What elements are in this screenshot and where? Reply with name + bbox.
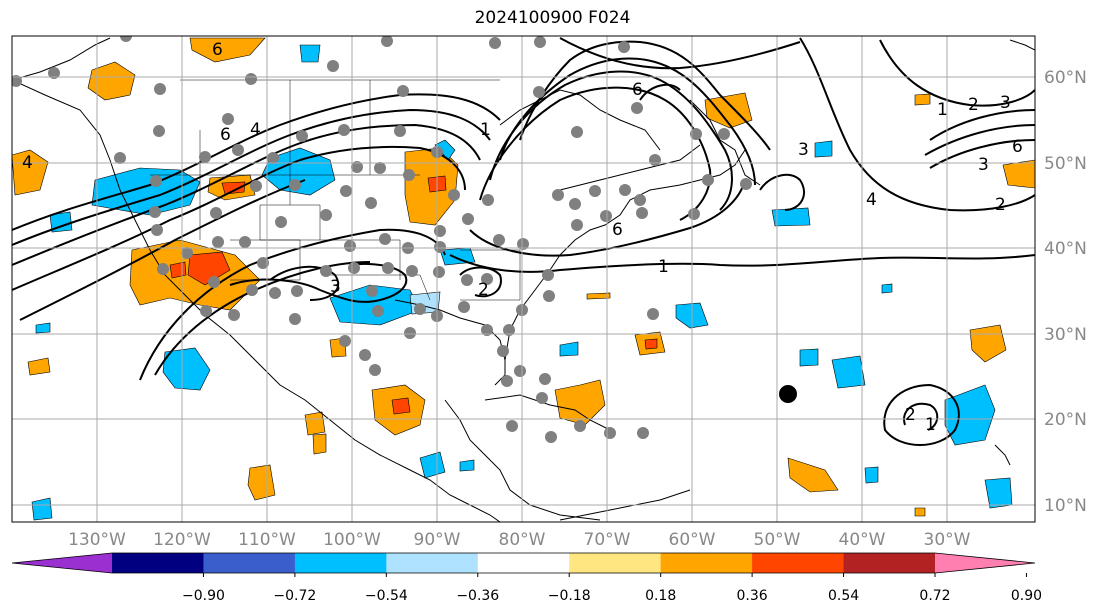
contour-label: 6 <box>612 220 623 240</box>
contour-label: 1 <box>480 120 491 140</box>
map-frame <box>11 35 1036 523</box>
lon-label: 110°W <box>238 530 296 550</box>
contour-label: 3 <box>978 155 989 175</box>
contour-label: 1 <box>937 100 948 120</box>
contour-label: 4 <box>250 120 261 140</box>
colorbar-tick-label: 0.18 <box>645 588 676 604</box>
border-layer <box>150 79 521 301</box>
lat-label: 50°N <box>1044 154 1087 174</box>
lat-label: 10°N <box>1044 496 1087 516</box>
lon-label: 50°W <box>754 530 801 550</box>
colorbar-segment <box>203 553 296 573</box>
lon-label: 40°W <box>839 530 886 550</box>
contour-label: 3 <box>1000 93 1011 113</box>
lon-label: 80°W <box>499 530 546 550</box>
colorbar-segment <box>569 553 662 573</box>
contour-label: 1 <box>658 257 669 277</box>
colorbar-extend-high <box>935 553 1035 573</box>
colorbar-tick-label: 0.54 <box>828 588 859 604</box>
colorbar-segment <box>294 553 387 573</box>
colorbar-segment <box>843 553 936 573</box>
lon-label: 120°W <box>153 530 211 550</box>
colorbar-segment <box>660 553 753 573</box>
colorbar-outline <box>11 552 1036 574</box>
contour-label: 2 <box>995 195 1006 215</box>
contour-label: 6 <box>220 125 231 145</box>
contour-label: 6 <box>632 80 643 100</box>
map-title: 2024100900 F024 <box>474 8 631 28</box>
lat-label: 60°N <box>1044 68 1087 88</box>
lon-label: 90°W <box>414 530 461 550</box>
lat-label: 40°N <box>1044 239 1087 259</box>
lon-label: 70°W <box>584 530 631 550</box>
latitude-labels: 60°N 50°N 40°N 30°N 20°N 10°N <box>1044 68 1087 516</box>
lon-label: 100°W <box>323 530 381 550</box>
contour-label: 4 <box>866 190 877 210</box>
lon-label: 130°W <box>68 530 126 550</box>
contour-label: 4 <box>22 153 33 173</box>
contour-label: 2 <box>905 405 916 425</box>
contour-label: 1 <box>925 415 936 435</box>
lat-label: 30°N <box>1044 325 1087 345</box>
colorbar: −0.90 −0.72 −0.54 −0.36 −0.18 0.18 0.36 0.54 0.7… <box>11 552 1042 604</box>
longitude-labels: 130°W 120°W 110°W 100°W 90°W 80°W 70°W 6… <box>68 530 971 550</box>
marker-dot <box>779 385 797 403</box>
contour-label: 3 <box>798 140 809 160</box>
colorbar-tick-label: 0.36 <box>737 588 768 604</box>
colorbar-segment <box>477 553 570 573</box>
grid-lines <box>12 36 1035 522</box>
colorbar-segment <box>386 553 479 573</box>
contour-label: 2 <box>478 280 489 300</box>
station-dots <box>12 36 752 443</box>
colorbar-extend-low <box>12 553 112 573</box>
colorbar-tick-label: −0.90 <box>182 588 225 604</box>
contour-label: 6 <box>212 40 223 60</box>
colorbar-tick-label: −0.54 <box>365 588 408 604</box>
lon-label: 60°W <box>669 530 716 550</box>
colorbar-tick-label: −0.18 <box>548 588 591 604</box>
lat-label: 20°N <box>1044 410 1087 430</box>
colorbar-tick-label: −0.36 <box>456 588 499 604</box>
colorbar-segment <box>112 553 204 573</box>
colorbar-tick-label: 0.72 <box>919 588 950 604</box>
contour-label: 3 <box>330 277 341 297</box>
contour-label: 2 <box>968 95 979 115</box>
colorbar-segment <box>752 553 845 573</box>
colorbar-tick-label: 0.90 <box>1011 588 1042 604</box>
contour-labels: 6 4 6 1 2 3 6 4 2 1 3 3 2 3 6 1 2 1 4 6 <box>22 40 1023 435</box>
lon-label: 30°W <box>924 530 971 550</box>
colorbar-tick-label: −0.72 <box>273 588 316 604</box>
contour-label: 6 <box>1012 137 1023 157</box>
